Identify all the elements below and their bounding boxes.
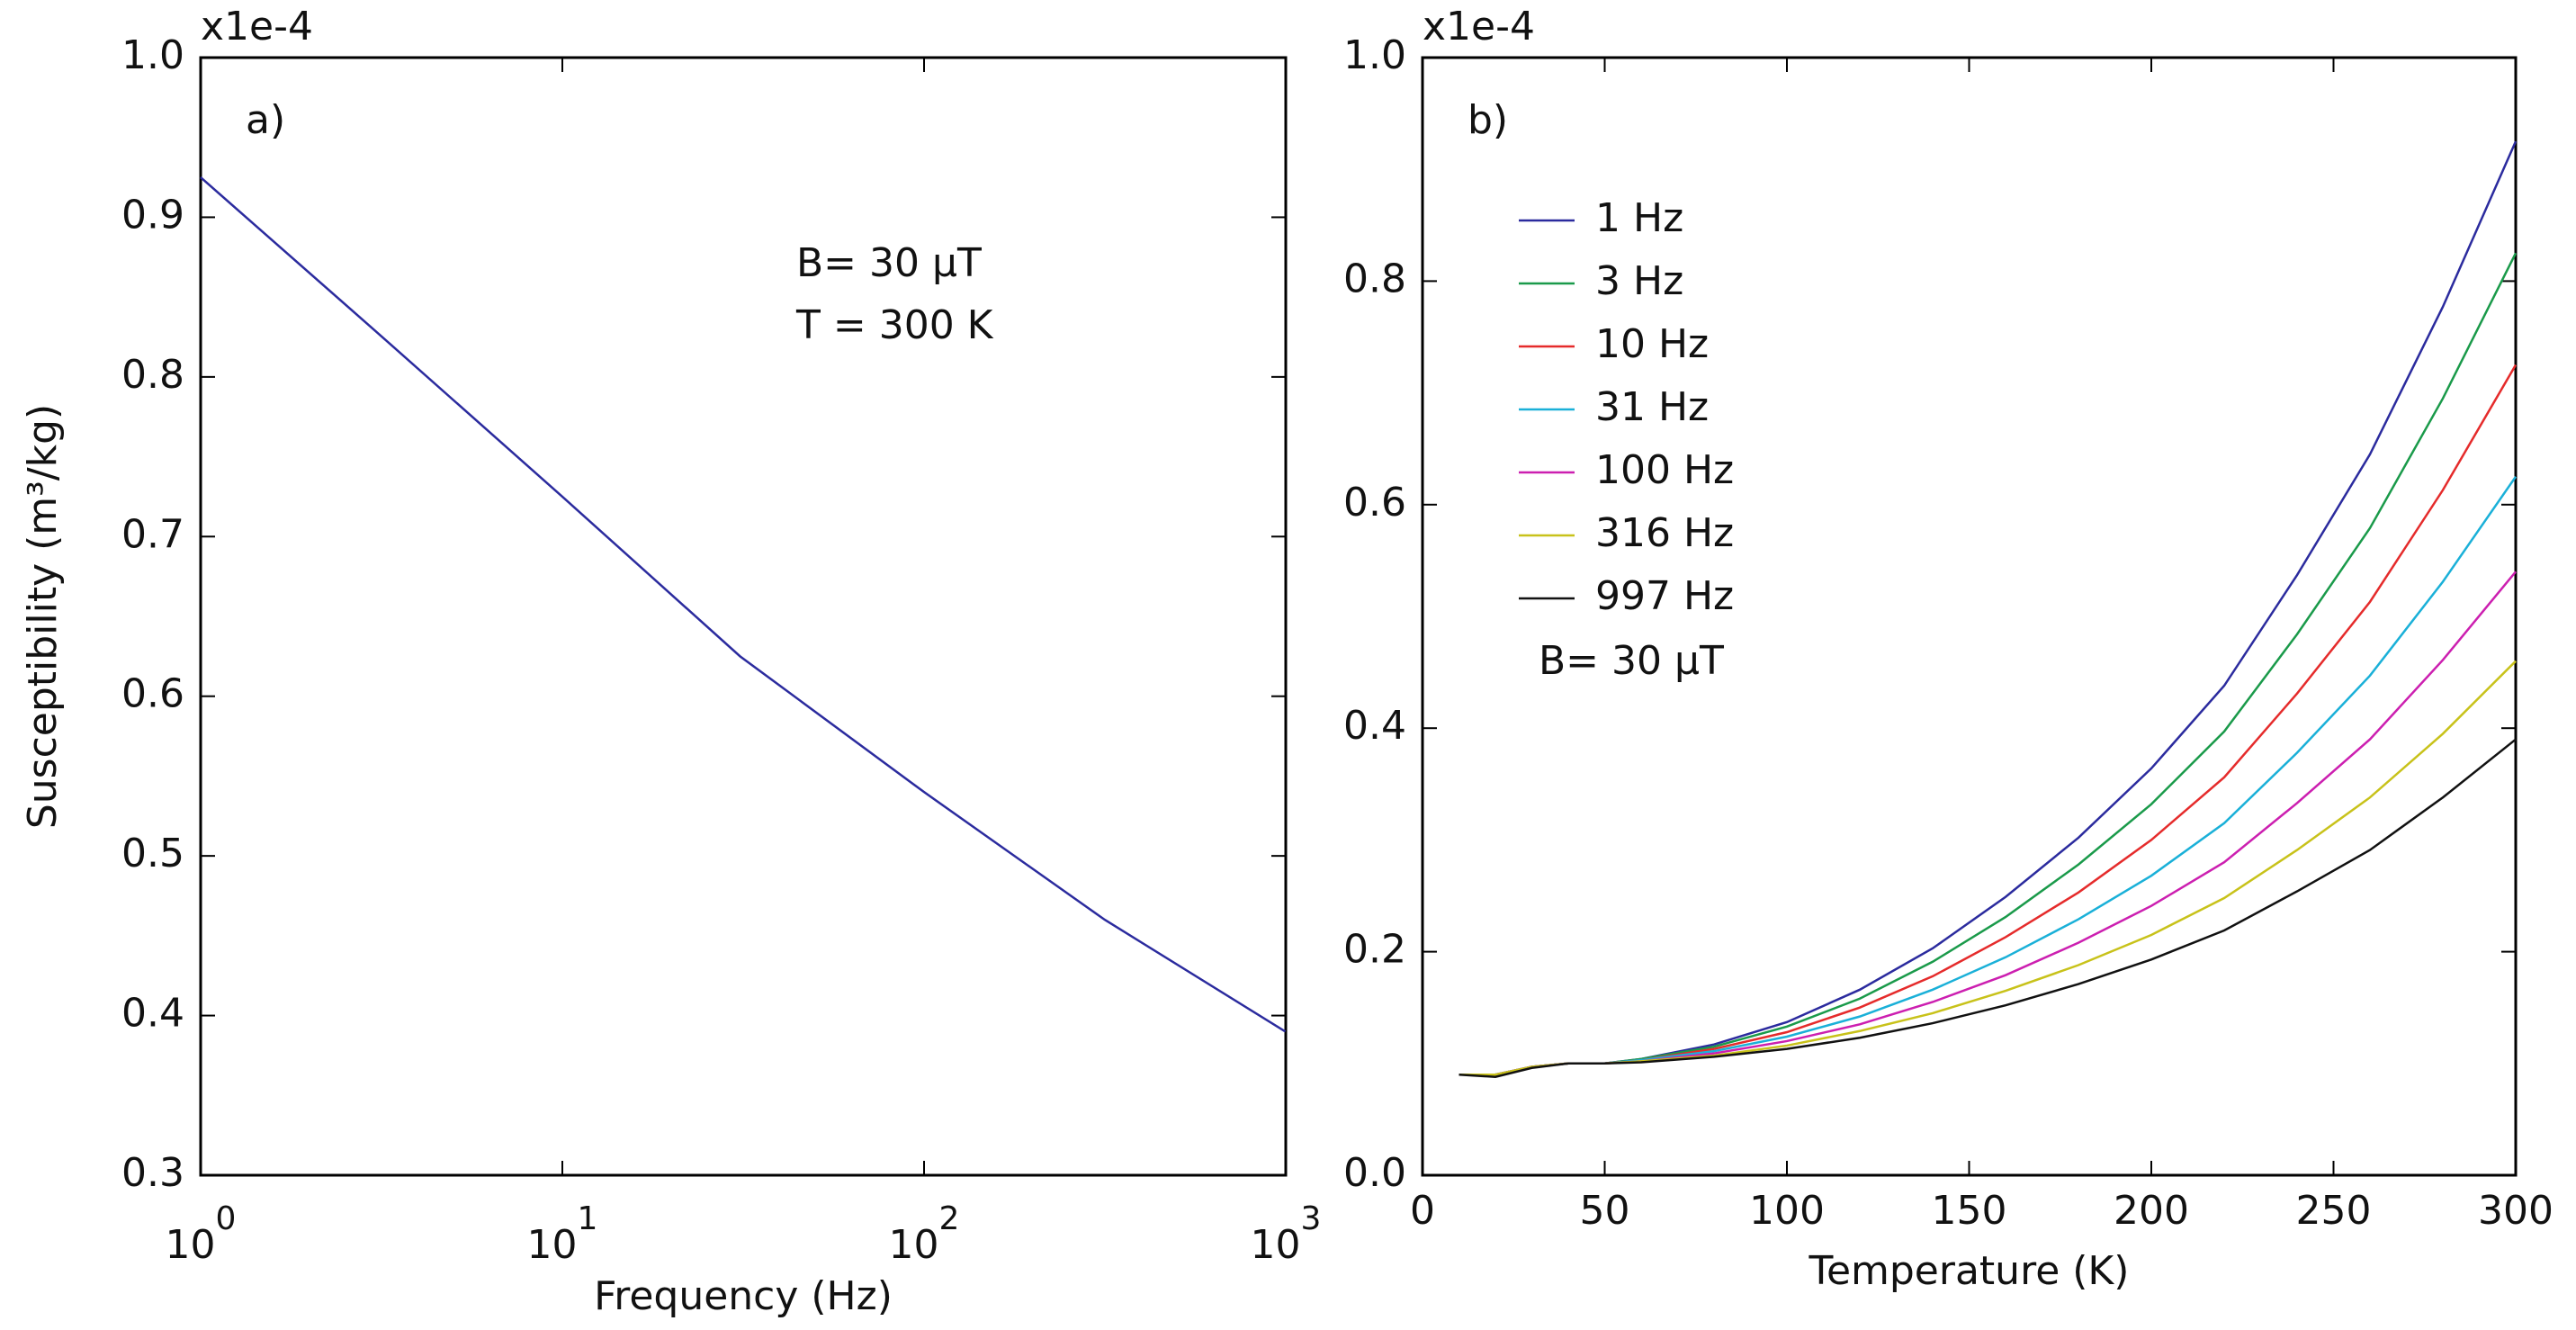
y-tick-label: 1.0 (121, 32, 184, 78)
tick-base: 10 (889, 1222, 939, 1268)
legend-label: 3 Hz (1595, 258, 1683, 304)
y-tick-label: 0.3 (121, 1150, 184, 1196)
annotation: T = 300 K (795, 302, 994, 348)
y-tick-label: 0.2 (1343, 927, 1406, 973)
x-tick-label: 200 (2114, 1188, 2189, 1234)
tick-exponent: 3 (1301, 1200, 1322, 1237)
annotation: B= 30 µT (796, 240, 982, 286)
annotation: B= 30 µT (1539, 638, 1724, 684)
legend-label: 100 Hz (1595, 447, 1734, 493)
y-tick-label: 0.4 (121, 991, 184, 1037)
x-tick-label: 0 (1410, 1188, 1435, 1234)
x-tick-label: 150 (1932, 1188, 2007, 1234)
legend-label: 316 Hz (1595, 510, 1734, 556)
tick-exponent: 1 (578, 1200, 598, 1237)
plot-frame (1421, 56, 2518, 1177)
data-line (200, 176, 1287, 1033)
y-tick-label: 0.7 (121, 511, 184, 557)
x-tick-label: 250 (2296, 1188, 2372, 1234)
panel-label: b) (1468, 97, 1508, 143)
y-tick-label: 0.4 (1343, 703, 1406, 749)
offset-text: x1e-4 (1423, 4, 1535, 49)
y-tick-label: 0.6 (1343, 480, 1406, 526)
y-axis-label: Susceptibility (m³/kg) (20, 404, 66, 829)
legend-label: 1 Hz (1595, 195, 1683, 241)
x-axis-label: Frequency (Hz) (594, 1273, 893, 1319)
tick-exponent: 2 (939, 1200, 960, 1237)
x-tick-label: 100 (166, 1200, 237, 1268)
tick-base: 10 (527, 1222, 578, 1268)
y-tick-label: 0.8 (1343, 256, 1406, 301)
x-tick-label: 50 (1580, 1188, 1630, 1234)
data-line (1459, 738, 2517, 1078)
y-tick-label: 0.6 (121, 671, 184, 717)
legend-label: 31 Hz (1595, 384, 1709, 430)
offset-text: x1e-4 (201, 4, 313, 49)
tick-base: 10 (1251, 1222, 1301, 1268)
y-tick-label: 1.0 (1343, 32, 1406, 78)
x-tick-label: 103 (1251, 1200, 1322, 1268)
legend-label: 10 Hz (1595, 321, 1709, 367)
panel-label: a) (246, 97, 285, 143)
y-tick-label: 0.0 (1343, 1150, 1406, 1196)
y-tick-label: 0.9 (121, 192, 184, 238)
legend-label: 997 Hz (1595, 573, 1734, 619)
data-line (1459, 660, 2517, 1076)
x-tick-label: 102 (889, 1200, 960, 1268)
tick-base: 10 (166, 1222, 216, 1268)
plot-frame (199, 56, 1288, 1177)
x-tick-label: 101 (527, 1200, 598, 1268)
y-tick-label: 0.5 (121, 831, 184, 876)
tick-exponent: 0 (216, 1200, 237, 1237)
data-line (1459, 476, 2518, 1076)
x-axis-label: Temperature (K) (1809, 1248, 2130, 1294)
x-tick-label: 300 (2478, 1188, 2554, 1234)
y-tick-label: 0.8 (121, 352, 184, 398)
x-tick-label: 100 (1749, 1188, 1825, 1234)
